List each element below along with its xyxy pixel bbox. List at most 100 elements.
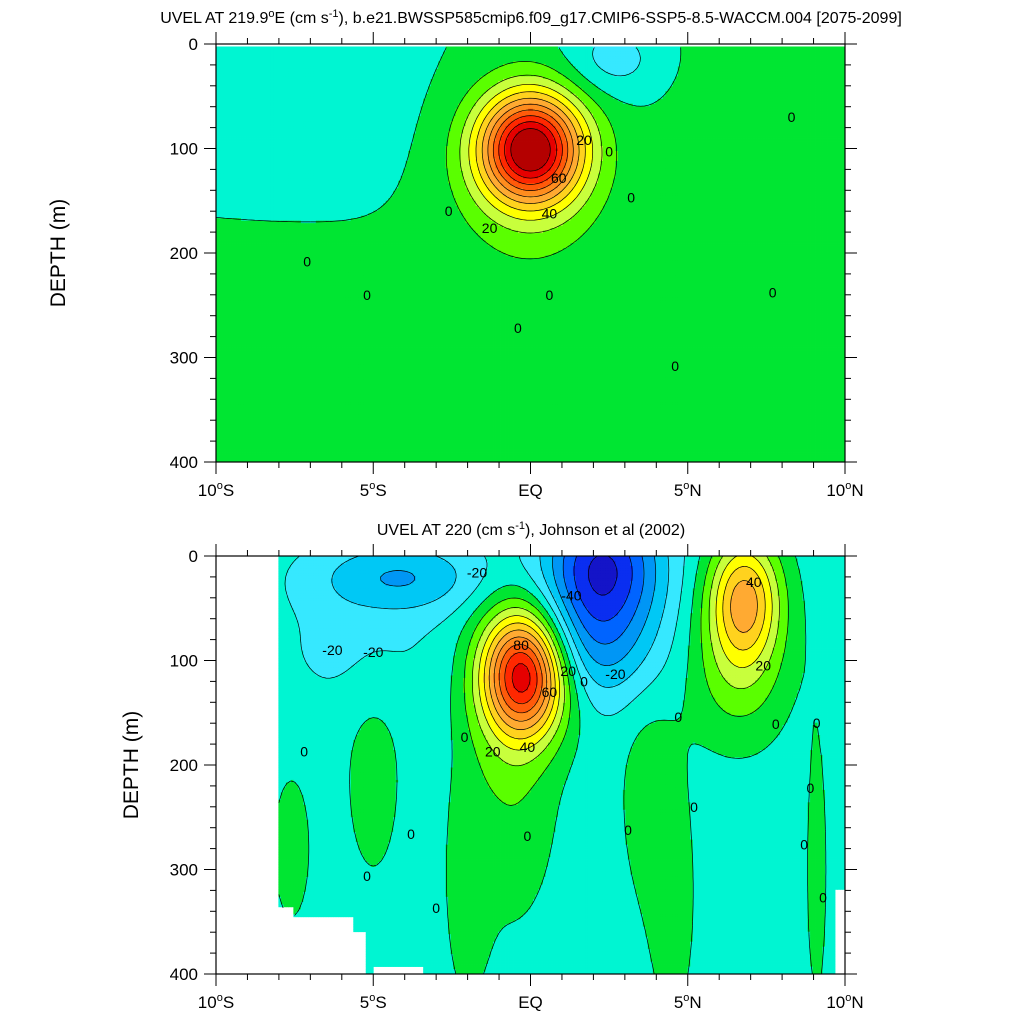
top-field-cell [558, 61, 561, 64]
top-field-cell [356, 69, 359, 72]
top-field-cell [423, 79, 426, 82]
top-field-cell [653, 69, 656, 72]
top-field-cell [705, 49, 708, 52]
top-field-cell [381, 71, 384, 74]
top-field-cell [318, 81, 321, 84]
top-field-cell [658, 59, 661, 62]
top-field-cell [423, 64, 426, 67]
top-field-cell [233, 84, 236, 87]
top-field-cell [353, 59, 356, 62]
top-field-cell [346, 84, 349, 87]
top-field-cell [413, 61, 416, 64]
top-field-cell [640, 71, 643, 74]
top-field-cell [773, 64, 776, 67]
top-field-cell [246, 51, 249, 54]
top-field-cell [411, 51, 414, 54]
top-field-cell [288, 74, 291, 77]
top-field-cell [451, 69, 454, 72]
top-field-cell [488, 49, 491, 52]
top-field-cell [808, 69, 811, 72]
top-field-cell [526, 54, 529, 57]
top-field-cell [770, 61, 773, 64]
top-field-cell [625, 71, 628, 74]
top-field-cell [528, 76, 531, 79]
top-field-cell [333, 94, 336, 97]
top-field-cell [698, 89, 701, 92]
top-field-cell [333, 81, 336, 84]
top-field-cell [760, 61, 763, 64]
top-field-cell [241, 66, 244, 69]
top-field-cell [301, 74, 304, 77]
top-field-cell [411, 71, 414, 74]
top-field-cell [588, 46, 591, 49]
top-field-cell [800, 71, 803, 74]
top-field-cell [553, 74, 556, 77]
top-field-cell [605, 61, 608, 64]
top-field-cell [760, 91, 763, 94]
top-field-cell [778, 66, 781, 69]
top-field-cell [693, 46, 696, 49]
top-field-cell [243, 66, 246, 69]
top-field-cell [548, 46, 551, 49]
top-field-cell [261, 54, 264, 57]
top-field-cell [573, 49, 576, 52]
top-field-cell [338, 46, 341, 49]
top-field-cell [668, 84, 671, 87]
top-field-cell [488, 56, 491, 59]
top-field-cell [535, 86, 538, 89]
top-field-cell [653, 91, 656, 94]
top-field-cell [803, 59, 806, 62]
top-field-cell [730, 66, 733, 69]
top-field-cell [568, 69, 571, 72]
top-field-cell [643, 49, 646, 52]
top-field-cell [341, 81, 344, 84]
top-field-cell [398, 69, 401, 72]
top-field-cell [263, 71, 266, 74]
top-field-cell [406, 56, 409, 59]
top-field-cell [725, 94, 728, 97]
top-field-cell [550, 49, 553, 52]
top-field-cell [615, 91, 618, 94]
top-field-cell [278, 61, 281, 64]
top-field-cell [331, 81, 334, 84]
top-field-cell [316, 94, 319, 97]
top-field-cell [695, 59, 698, 62]
top-field-cell [378, 46, 381, 49]
top-field-cell [448, 74, 451, 77]
top-field-cell [823, 64, 826, 67]
top-field-cell [730, 56, 733, 59]
top-field-cell [693, 89, 696, 92]
top-field-cell [770, 51, 773, 54]
top-field-cell [760, 84, 763, 87]
top-field-cell [263, 79, 266, 82]
top-field-cell [251, 54, 254, 57]
top-field-cell [545, 46, 548, 49]
top-field-cell [838, 56, 841, 59]
top-field-cell [388, 46, 391, 49]
top-field-cell [326, 56, 329, 59]
top-field-cell [605, 76, 608, 79]
top-field-cell [818, 51, 821, 54]
top-field-cell [231, 46, 234, 49]
top-field-cell [418, 79, 421, 82]
top-field-cell [583, 86, 586, 89]
top-field-cell [745, 86, 748, 89]
top-field-cell [353, 71, 356, 74]
top-field-cell [426, 81, 429, 84]
top-field-cell [685, 49, 688, 52]
top-field-cell [308, 76, 311, 79]
top-field-cell [473, 94, 476, 97]
top-field-cell [613, 49, 616, 52]
top-field-cell [351, 64, 354, 67]
top-field-cell [588, 71, 591, 74]
top-field-cell [401, 54, 404, 57]
top-field-cell [785, 49, 788, 52]
top-field-cell [730, 69, 733, 72]
top-field-cell [543, 81, 546, 84]
top-field-cell [700, 74, 703, 77]
top-field-cell [238, 74, 241, 77]
top-field-cell [223, 94, 226, 97]
top-field-cell [488, 64, 491, 67]
top-field-cell [508, 51, 511, 54]
top-field-cell [655, 69, 658, 72]
